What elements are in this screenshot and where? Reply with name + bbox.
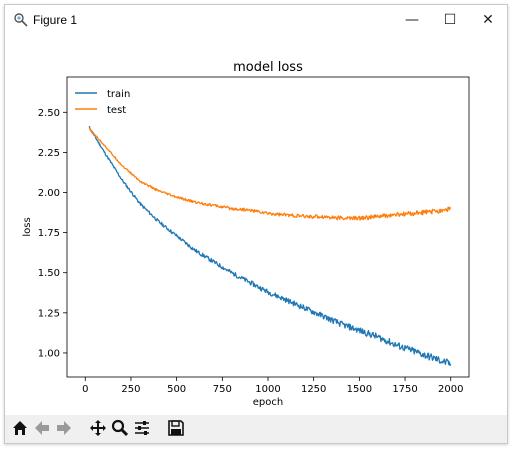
- x-tick-label: 1500: [347, 384, 372, 395]
- figure-canvas[interactable]: model loss epoch loss 0 250 500 750 1000 1250…: [5, 35, 507, 415]
- y-tick-label: 1.50: [38, 268, 60, 279]
- loss-chart: model loss epoch loss 0 250 500 750 1000 1250…: [22, 60, 470, 408]
- pan-button[interactable]: [87, 417, 109, 439]
- save-icon: [168, 420, 184, 436]
- x-tick-label: 1750: [392, 384, 417, 395]
- configure-subplots-icon: [135, 421, 149, 435]
- figure-window: Figure 1 — ☐ ✕ model loss epoch loss 0 25…: [4, 4, 508, 444]
- legend: train test: [75, 89, 130, 116]
- home-icon: [13, 421, 27, 435]
- navigation-toolbar: [5, 415, 507, 443]
- series-lines: [88, 125, 452, 367]
- y-tick-label: 2.25: [38, 148, 60, 159]
- configure-subplots-button[interactable]: [131, 417, 153, 439]
- pan-icon: [90, 420, 106, 436]
- x-tick-label: 1000: [255, 384, 280, 395]
- title-bar[interactable]: Figure 1 — ☐ ✕: [5, 5, 507, 35]
- zoom-button[interactable]: [109, 417, 131, 439]
- x-tick-label: 500: [167, 384, 186, 395]
- back-icon: [35, 421, 49, 435]
- y-tick-label: 1.75: [38, 228, 60, 239]
- y-ticks: 1.00 1.25 1.50 1.75 2.00 2.25 2.50: [38, 108, 67, 359]
- close-button[interactable]: ✕: [482, 12, 494, 28]
- forward-icon: [57, 421, 71, 435]
- plot-area-frame: [66, 76, 470, 378]
- x-tick-label: 750: [213, 384, 232, 395]
- window-title: Figure 1: [33, 13, 78, 27]
- x-ticks: 0 250 500 750 1000 1250 1500 1750 2000: [82, 377, 463, 395]
- back-button[interactable]: [31, 417, 53, 439]
- x-tick-label: 2000: [438, 384, 463, 395]
- maximize-button[interactable]: ☐: [443, 12, 457, 28]
- x-tick-label: 1250: [301, 384, 326, 395]
- series-line-test: [88, 127, 452, 221]
- y-tick-label: 1.25: [38, 308, 60, 319]
- y-tick-label: 2.00: [38, 188, 60, 199]
- y-tick-label: 2.50: [38, 108, 60, 119]
- forward-button[interactable]: [53, 417, 75, 439]
- save-button[interactable]: [165, 417, 187, 439]
- legend-label-train: train: [107, 89, 130, 100]
- x-tick-label: 250: [121, 384, 140, 395]
- minimize-button[interactable]: —: [405, 12, 419, 28]
- home-button[interactable]: [9, 417, 31, 439]
- y-tick-label: 1.00: [38, 348, 60, 359]
- legend-label-test: test: [107, 105, 126, 116]
- series-line-train: [88, 125, 452, 367]
- figure-app-icon: [14, 13, 28, 27]
- chart-title: model loss: [233, 60, 303, 75]
- x-axis-label: epoch: [253, 397, 283, 408]
- y-axis-label: loss: [22, 217, 33, 236]
- x-tick-label: 0: [82, 384, 88, 395]
- zoom-icon: [111, 419, 129, 437]
